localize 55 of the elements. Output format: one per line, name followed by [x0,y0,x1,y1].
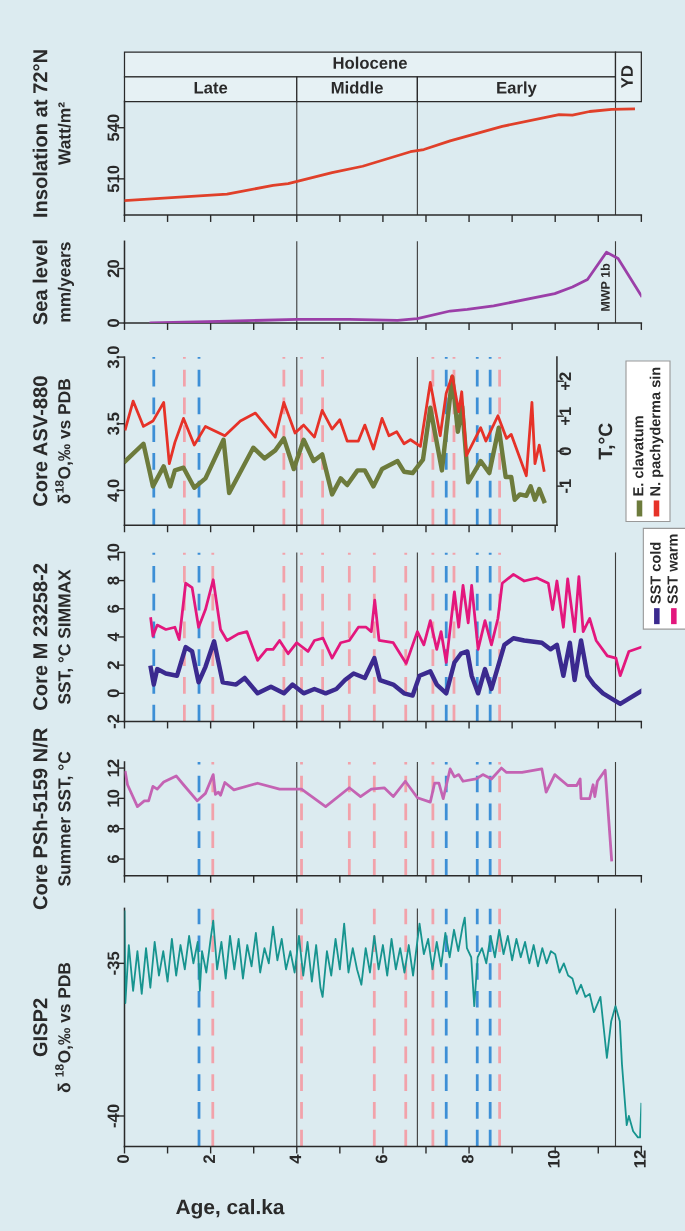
y-tick-label: 10 [107,543,120,561]
text: E. clavatum [632,416,644,496]
y-axis-title: Watt/m² [57,102,71,165]
y-tick-label: -35 [107,951,120,975]
y-tick-label: 10 [107,789,120,807]
y-axis-title: mm/years [57,242,74,322]
annotation: MWP 1b [600,263,610,311]
y2-tick-label: +1 [559,407,571,425]
x-tick-label: 0 [117,1155,129,1163]
y-tick-label: 4.0 [107,479,120,502]
y-tick-label: 3.0 [107,346,120,369]
y2-axis-title: T,°C [598,423,616,460]
y-tick-label: 20 [107,259,120,278]
text: N. pachyderma sin [649,367,664,496]
text: GISP2 [33,998,48,1057]
band-label: Holocene [333,56,407,69]
y-axis-title: Summer SST, °C [58,751,74,886]
band-label: Late [194,81,228,94]
y-tick-label: 8 [107,576,120,585]
y2-tick-label: +2 [559,372,571,391]
y-tick-label: 4 [107,632,120,642]
text: Core ASV-880 [33,376,48,507]
y-tick-label: 6 [107,604,120,613]
text: SST warm [667,534,678,604]
y-tick-label: 12 [107,759,120,777]
x-axis-title: Age, cal.ka [176,1199,285,1219]
x-tick-label: 4 [289,1154,302,1164]
band-label: Early [497,81,537,97]
x-tick-label: 8 [461,1154,474,1164]
y-tick-label: -40 [107,1104,120,1128]
text: Insolation at 72°N [32,50,48,217]
y-axis-title: δ $^{18}$O,‰ vs PDB [55,962,73,1093]
y-tick-label: 0 [107,319,120,327]
text: SST cold [650,542,661,604]
band-label: YD [621,65,633,89]
x-tick-label: 10 [547,1150,560,1168]
y-tick-label: 510 [107,165,120,193]
band-label: Middle [331,81,383,94]
y-axis-title: SST, °C SIMMAX [58,569,74,705]
x-tick-label: 6 [375,1154,388,1164]
y-tick-label: 8 [107,824,120,833]
y-tick-label: 2 [107,661,120,670]
x-tick-label: 12 [634,1150,646,1168]
y-tick-label: 0 [107,689,120,698]
y-tick-label: 3.5 [107,412,120,435]
y-axis-title: δ$^{18}$O,‰ vs PDB [55,379,73,504]
y2-tick-label: 0 [559,447,572,456]
y-tick-label: 6 [107,854,120,864]
y-tick-label: 540 [107,114,120,142]
text: Core M 23258-2 [33,563,48,710]
text: Core PSh-5159 N/R [32,728,48,910]
text: Sea level [32,240,48,325]
x-tick-label: 2 [203,1155,215,1164]
y2-tick-label: -1 [559,479,571,493]
y-tick-label: -2 [107,714,120,729]
